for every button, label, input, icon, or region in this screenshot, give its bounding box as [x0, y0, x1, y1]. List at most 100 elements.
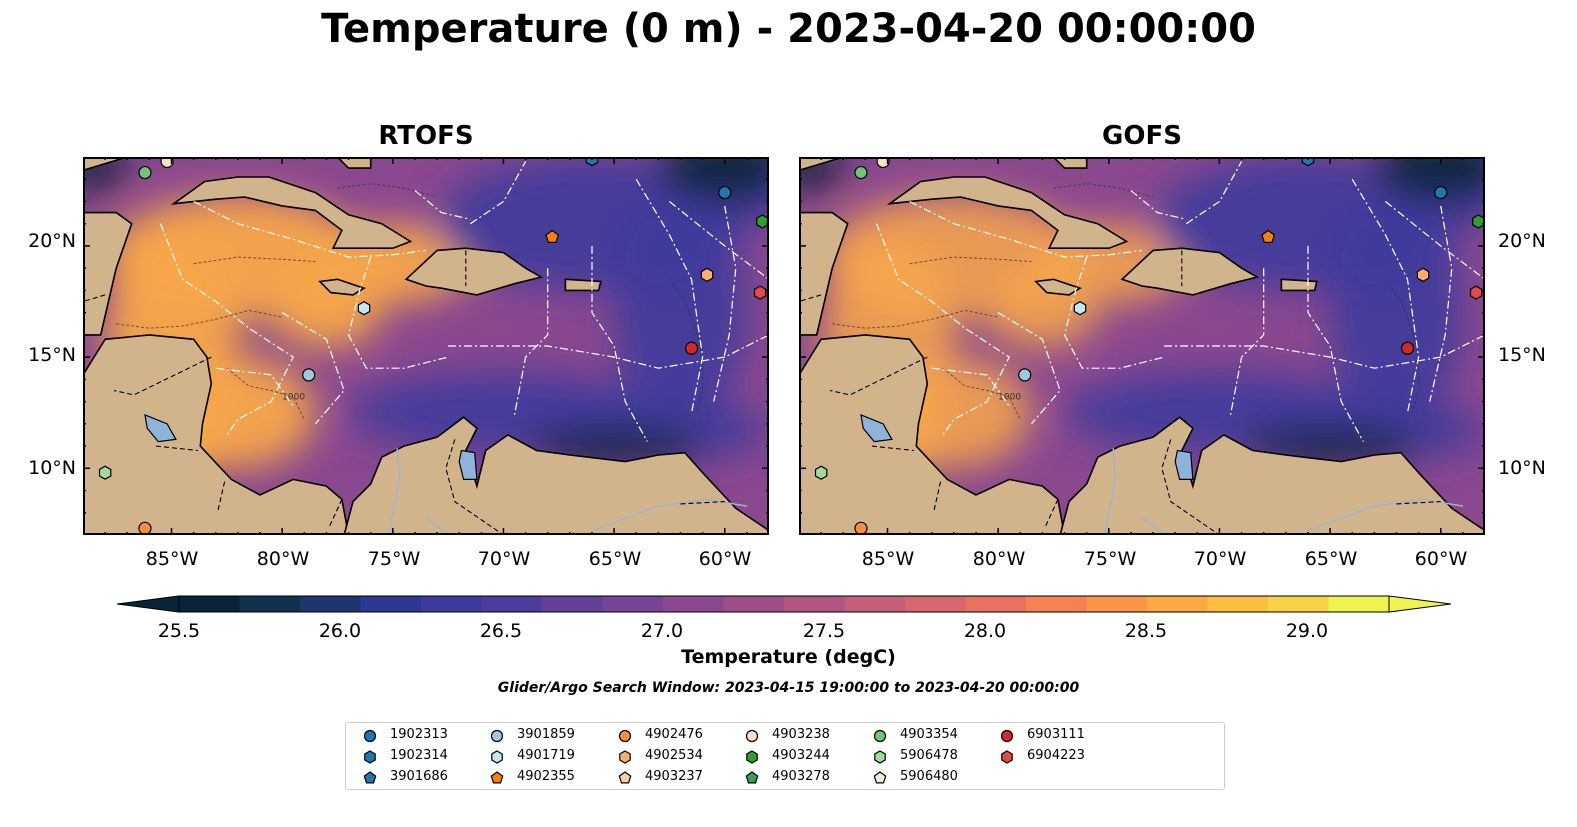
legend-label: 4902476: [645, 727, 703, 742]
legend-label: 4903354: [900, 727, 958, 742]
bathymetry-contour: [226, 367, 305, 420]
float-marker-5906478: [814, 465, 828, 480]
eez-boundary: [469, 161, 527, 225]
legend-label: 5906478: [900, 748, 958, 763]
bathymetry-contour: [832, 309, 999, 329]
legend-marker: [490, 771, 504, 784]
float-marker-1902314: [585, 157, 599, 167]
panel-title-rtofs: RTOFS: [378, 121, 474, 151]
land-hispaniola: [404, 247, 544, 296]
legend-marker: [618, 729, 632, 743]
legend-marker: [873, 729, 887, 743]
colorbar-segment: [1147, 596, 1208, 612]
float-marker-4901719: [1073, 301, 1087, 316]
lon-label-70w-gofs: 70°W: [1193, 548, 1247, 570]
colorbar-segment: [663, 596, 724, 612]
legend-marker-hexagon: [874, 750, 886, 764]
legend-marker-pentagon: [618, 771, 632, 784]
colorbar-segment: [905, 596, 966, 612]
legend-marker: [618, 771, 632, 784]
float-marker-6904223: [753, 285, 767, 300]
country-border: [83, 294, 106, 303]
legend-marker-circle: [618, 729, 632, 743]
eez-boundary: [1351, 178, 1420, 413]
legend-marker: [746, 750, 758, 764]
eez-boundary: [1063, 256, 1165, 369]
lat-label-15n-left: 15°N: [28, 344, 76, 366]
colorbar-segment: [723, 596, 785, 612]
land-bahamas: [1042, 157, 1088, 169]
colorbar-segment: [1086, 596, 1148, 612]
legend-label: 4903278: [772, 769, 830, 784]
land-cuba: [170, 176, 413, 249]
colorbar-tick: 28.0: [963, 620, 1007, 642]
eez-boundary: [1185, 161, 1243, 225]
lon-label-75w-rtofs: 75°W: [367, 548, 421, 570]
map-panel-rtofs: 1000: [83, 157, 769, 535]
legend-marker: [363, 771, 377, 784]
eez-boundary: [669, 201, 769, 280]
legend-marker-pentagon: [873, 771, 887, 784]
colorbar-segment: [300, 596, 361, 612]
legend-marker: [364, 750, 376, 764]
panel-title-gofs: GOFS: [1102, 121, 1182, 151]
legend-marker: [619, 750, 631, 764]
eez-boundary: [875, 223, 1010, 436]
colorbar-min-extension: [117, 595, 180, 613]
eez-boundary: [215, 367, 294, 407]
river: [425, 516, 449, 535]
legend-label: 4902355: [517, 769, 575, 784]
lon-label-80w-rtofs: 80°W: [256, 548, 310, 570]
country-border: [933, 481, 942, 511]
eez-boundary: [1164, 334, 1485, 369]
land-puertoRico: [564, 278, 602, 292]
land-florida: [83, 157, 128, 172]
legend-marker: [745, 771, 759, 784]
legend-label: 1902313: [390, 727, 448, 742]
colorbar-label: Temperature (degC): [681, 646, 896, 668]
legend-marker-hexagon: [746, 750, 758, 764]
colorbar-segment: [784, 596, 845, 612]
country-border: [871, 445, 915, 452]
country-border: [155, 445, 199, 452]
lon-label-70w-rtofs: 70°W: [477, 548, 531, 570]
legend-label: 6903111: [1027, 727, 1085, 742]
eez-boundary: [1429, 205, 1453, 402]
legend-label: 5906480: [900, 769, 958, 784]
legend-marker-hexagon: [619, 750, 631, 764]
float-marker-4902355: [545, 229, 560, 243]
contour-label: 1000: [282, 392, 305, 402]
bathymetry-contour: [116, 309, 283, 329]
colorbar-tick: 26.0: [318, 620, 362, 642]
legend-label: 4903238: [772, 727, 830, 742]
float-marker-4903244: [756, 214, 769, 229]
contour-label: 1000: [998, 392, 1021, 402]
bathymetry-contour: [668, 279, 704, 413]
eez-boundary: [909, 200, 1143, 258]
legend-label: 1902314: [390, 748, 448, 763]
map-frame: [83, 157, 769, 535]
float-marker-1902313: [1434, 185, 1448, 200]
lat-label-20n-left: 20°N: [28, 230, 76, 252]
country-border: [217, 481, 226, 511]
land-cuba: [886, 176, 1129, 249]
float-marker-6904223: [1469, 285, 1483, 300]
colorbar-segment: [421, 596, 482, 612]
lake: [860, 413, 893, 443]
lon-label-60w-rtofs: 60°W: [698, 548, 752, 570]
legend-label: 4902534: [645, 748, 703, 763]
float-marker-4902355: [1261, 229, 1276, 243]
float-marker-1902314: [1301, 157, 1315, 167]
river: [1307, 498, 1464, 532]
land-bahamas: [326, 157, 372, 169]
legend-label: 3901686: [390, 769, 448, 784]
legend-marker-hexagon: [1001, 750, 1013, 764]
float-marker-4902534: [700, 267, 714, 282]
country-border: [113, 356, 212, 396]
colorbar-tick: 25.5: [157, 620, 201, 642]
land-hispaniola: [1120, 247, 1260, 296]
float-marker-4903238: [876, 157, 890, 169]
eez-boundary: [513, 268, 549, 416]
float-marker-5906478: [98, 465, 112, 480]
search-window-caption: Glider/Argo Search Window: 2023-04-15 19…: [497, 680, 1080, 696]
